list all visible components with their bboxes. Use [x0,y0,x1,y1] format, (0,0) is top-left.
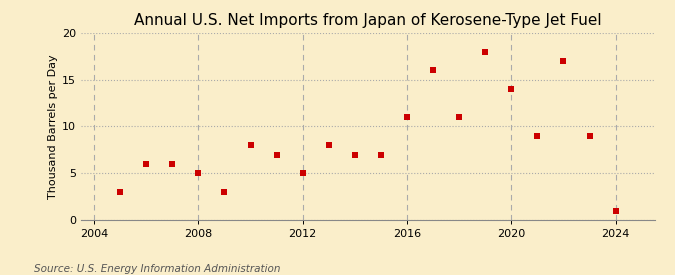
Point [141,162,152,166]
Point [375,152,386,157]
Point [402,115,412,119]
Point [532,134,543,138]
Point [271,152,282,157]
Point [350,152,360,157]
Point [245,143,256,147]
Point [506,87,517,91]
Point [480,50,491,54]
Text: Source: U.S. Energy Information Administration: Source: U.S. Energy Information Administ… [34,264,280,274]
Title: Annual U.S. Net Imports from Japan of Kerosene-Type Jet Fuel: Annual U.S. Net Imports from Japan of Ke… [134,13,601,28]
Point [428,68,439,73]
Point [297,171,308,175]
Point [115,190,126,194]
Point [219,190,230,194]
Y-axis label: Thousand Barrels per Day: Thousand Barrels per Day [48,54,58,199]
Point [610,208,621,213]
Point [584,134,595,138]
Point [193,171,204,175]
Point [558,59,569,63]
Point [454,115,464,119]
Point [323,143,334,147]
Point [167,162,178,166]
